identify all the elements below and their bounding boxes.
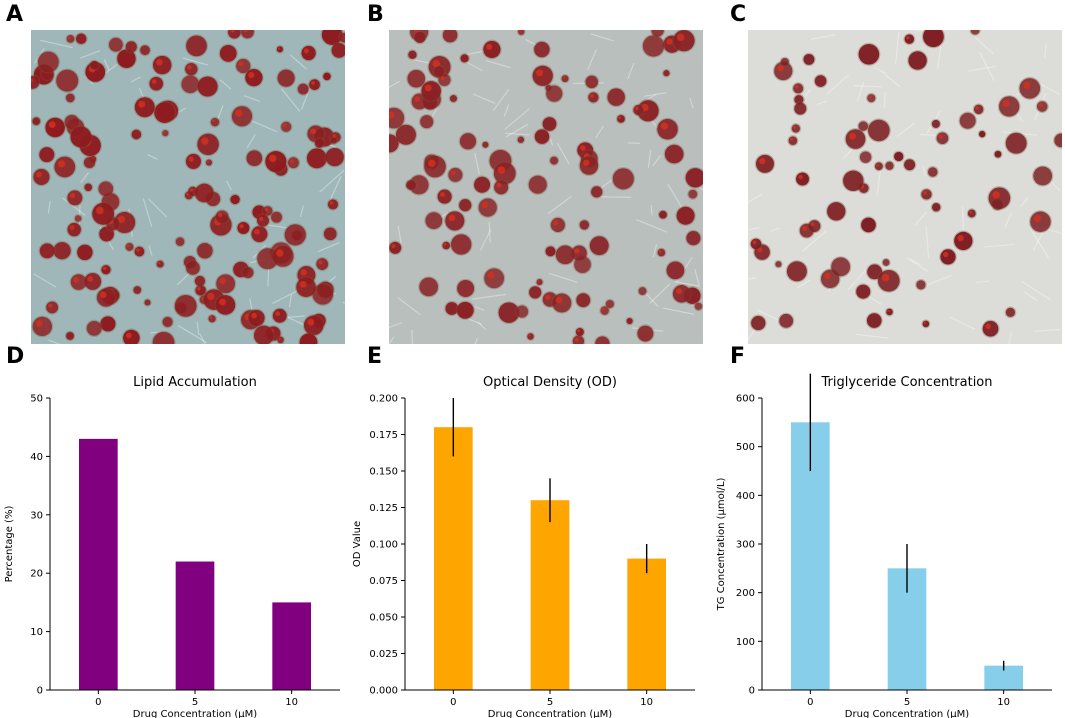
y-tick-label: 0 <box>749 686 755 697</box>
panel-label-b: B <box>367 2 384 27</box>
chart-e-svg: Optical Density (OD) 0 5 10 0.000 0.025 0.050 0… <box>352 375 695 718</box>
chart-title: Lipid Accumulation <box>133 375 257 390</box>
y-axis-label: OD Value <box>352 521 363 567</box>
x-tick-label: 5 <box>904 697 910 708</box>
y-tick-label: 30 <box>30 510 43 521</box>
bar <box>272 602 311 690</box>
y-tick-label: 100 <box>736 637 755 648</box>
x-axis-label: Drug Concentration (μM) <box>488 709 612 718</box>
y-tick-label: 20 <box>30 569 43 580</box>
x-tick-label: 0 <box>95 697 101 708</box>
y-axis-label: TG Concentration (μmol/L) <box>716 478 727 612</box>
y-tick-label: 0.025 <box>369 649 398 660</box>
y-tick-label: 0.000 <box>369 686 398 697</box>
x-tick-label: 10 <box>640 697 653 708</box>
y-tick-label: 50 <box>30 394 43 405</box>
chart-d-svg: Lipid Accumulation 0 5 10 0 10 20 30 40 50 Drug Co… <box>4 375 340 718</box>
micrograph-c-image <box>748 30 1062 344</box>
y-tick-label: 0.100 <box>369 540 398 551</box>
y-tick-label: 0.050 <box>369 613 398 624</box>
chart-lipid-accumulation: Lipid Accumulation 0 5 10 0 10 20 30 40 50 Drug Co… <box>0 368 350 718</box>
panel-label-c: C <box>730 2 747 27</box>
bar <box>530 500 570 690</box>
x-tick-label: 0 <box>807 697 813 708</box>
y-tick-label: 0 <box>37 686 43 697</box>
y-tick-label: 500 <box>736 442 755 453</box>
bar <box>175 561 215 690</box>
y-tick-label: 600 <box>736 394 755 405</box>
y-tick-label: 10 <box>30 627 43 638</box>
micrograph-a-image <box>31 30 345 344</box>
chart-title: Triglyceride Concentration <box>821 375 993 390</box>
y-tick-label: 300 <box>736 540 755 551</box>
micrograph-b-image <box>389 30 703 344</box>
x-axis-label: Drug Concentration (μM) <box>845 709 969 718</box>
y-tick-label: 200 <box>736 588 755 599</box>
bar <box>79 438 118 690</box>
bar <box>434 427 473 690</box>
chart-title: Optical Density (OD) <box>483 375 617 390</box>
x-tick-label: 10 <box>285 697 298 708</box>
y-tick-label: 40 <box>30 452 43 463</box>
micrograph-a <box>31 30 345 344</box>
y-tick-label: 0.175 <box>369 430 398 441</box>
y-tick-label: 0.075 <box>369 576 398 587</box>
panel-label-a: A <box>6 2 24 27</box>
chart-optical-density: Optical Density (OD) 0 5 10 0.000 0.025 0.050 0… <box>352 368 705 718</box>
y-tick-label: 400 <box>736 491 755 502</box>
y-tick-label: 0.125 <box>369 503 398 514</box>
x-tick-label: 5 <box>547 697 553 708</box>
micrograph-c <box>748 30 1062 344</box>
chart-triglyceride-concentration: Triglyceride Concentration 0 5 10 0 100 200 300… <box>712 368 1062 718</box>
panel-label-f: F <box>730 344 746 369</box>
x-tick-label: 5 <box>192 697 198 708</box>
y-tick-label: 0.200 <box>369 394 398 405</box>
micrograph-b <box>389 30 703 344</box>
y-axis-label: Percentage (%) <box>4 506 15 583</box>
bar <box>627 558 666 690</box>
y-tick-label: 0.150 <box>369 467 398 478</box>
x-axis-label: Drug Concentration (μM) <box>133 709 257 718</box>
panel-label-e: E <box>367 344 383 369</box>
panel-label-d: D <box>6 344 25 369</box>
x-tick-label: 0 <box>450 697 456 708</box>
x-tick-label: 10 <box>997 697 1010 708</box>
